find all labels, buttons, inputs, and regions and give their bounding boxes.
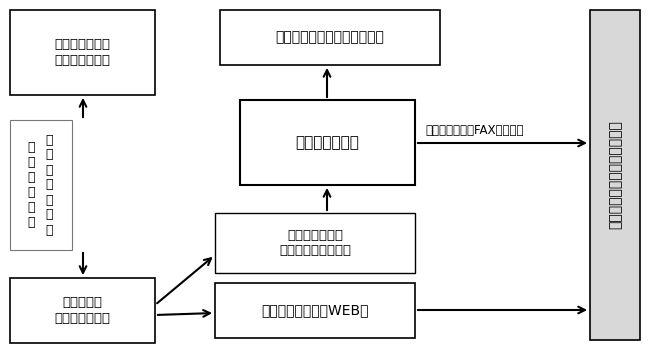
Text: 旭川総合振興局
旭川建設管理部: 旭川総合振興局 旭川建設管理部 [55,38,110,66]
Text: 電話・メール・FAX・広報車: 電話・メール・FAX・広報車 [425,124,523,137]
Text: テレビ・ラジオ・WEB等: テレビ・ラジオ・WEB等 [261,304,369,317]
Text: 富良野広域連合富良野消防署: 富良野広域連合富良野消防署 [276,31,384,44]
Bar [240,100,415,185]
Text: 気　象　庁
旭川地方気象台: 気 象 庁 旭川地方気象台 [55,296,110,324]
Bar [10,10,155,95]
Bar [215,283,415,338]
Bar [220,10,440,65]
Text: 報
の
共
同
発
表: 報 の 共 同 発 表 [27,141,34,229]
Bar [10,278,155,343]
Text: 富　良　野　市: 富 良 野 市 [296,135,359,150]
Text: 旭川総合振興局
地　域　政　策　課: 旭川総合振興局 地 域 政 策 課 [279,229,351,257]
Bar [10,120,72,250]
Text: 土
砂
災
害
警
戒
情: 土 砂 災 害 警 戒 情 [46,133,53,236]
Bar [590,10,640,340]
Text: 一般住民・要配慮者利用施設: 一般住民・要配慮者利用施設 [608,121,622,229]
Bar [215,213,415,273]
